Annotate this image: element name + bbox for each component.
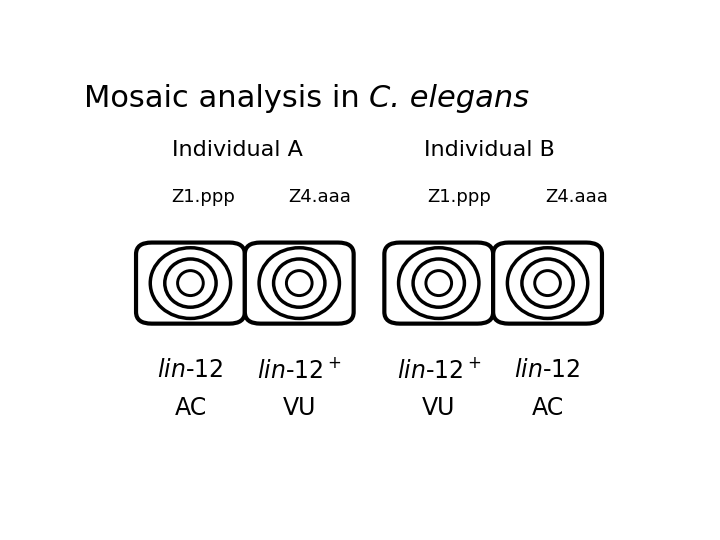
Text: $\mathit{lin}$-$\mathit{12}$: $\mathit{lin}$-$\mathit{12}$ <box>514 359 581 382</box>
Text: AC: AC <box>174 396 207 420</box>
Ellipse shape <box>178 271 203 295</box>
Text: VU: VU <box>282 396 316 420</box>
Text: $\mathit{lin}$-$\mathit{12}$$^+$: $\mathit{lin}$-$\mathit{12}$$^+$ <box>257 358 341 383</box>
FancyBboxPatch shape <box>136 242 245 323</box>
Ellipse shape <box>522 259 573 307</box>
Text: Mosaic analysis in: Mosaic analysis in <box>84 84 369 112</box>
Ellipse shape <box>426 271 451 295</box>
Text: $\mathit{lin}$-$\mathit{12}$$^+$: $\mathit{lin}$-$\mathit{12}$$^+$ <box>397 358 481 383</box>
Text: VU: VU <box>422 396 456 420</box>
Ellipse shape <box>287 271 312 295</box>
Text: $\mathit{lin}$-$\mathit{12}$: $\mathit{lin}$-$\mathit{12}$ <box>157 359 224 382</box>
FancyBboxPatch shape <box>384 242 493 323</box>
Text: Z1.ppp: Z1.ppp <box>428 188 492 206</box>
Text: Individual B: Individual B <box>423 140 554 160</box>
Ellipse shape <box>165 259 216 307</box>
Ellipse shape <box>399 248 479 319</box>
Ellipse shape <box>259 248 339 319</box>
Text: AC: AC <box>531 396 564 420</box>
Ellipse shape <box>413 259 464 307</box>
Ellipse shape <box>508 248 588 319</box>
FancyBboxPatch shape <box>493 242 602 323</box>
FancyBboxPatch shape <box>245 242 354 323</box>
Ellipse shape <box>535 271 560 295</box>
Text: Z4.aaa: Z4.aaa <box>545 188 608 206</box>
Text: Individual A: Individual A <box>172 140 303 160</box>
Text: C. elegans: C. elegans <box>369 84 529 112</box>
Ellipse shape <box>274 259 325 307</box>
Text: Z4.aaa: Z4.aaa <box>288 188 351 206</box>
Text: Z1.ppp: Z1.ppp <box>171 188 235 206</box>
Ellipse shape <box>150 248 230 319</box>
